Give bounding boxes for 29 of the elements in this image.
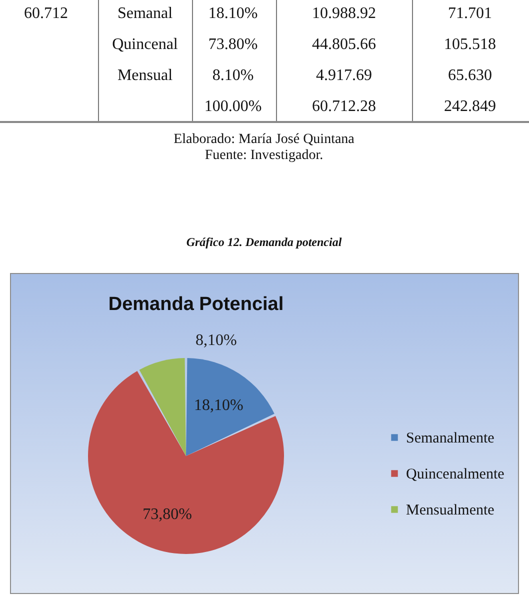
data-label: 8,10% (196, 332, 237, 349)
text: Mensual (117, 66, 173, 86)
pie-slice (139, 358, 186, 456)
text: 73.80% (208, 36, 258, 54)
text: 71.701 (448, 4, 492, 24)
text: 100.00% (204, 98, 262, 116)
pie-slice (88, 371, 284, 554)
legend-label: Mensualmente (406, 502, 495, 518)
text: 18.10% (208, 4, 258, 24)
text: 65.630 (448, 66, 492, 86)
text: Quincenal (112, 36, 178, 54)
text: Elaborado: María José Quintana (174, 132, 354, 148)
text: 242.849 (444, 98, 496, 116)
text: 60.712.28 (312, 98, 376, 116)
text: 60.712 (24, 4, 68, 24)
data-label: 18,10% (194, 396, 244, 414)
chart-title: Demanda Potencial (108, 294, 284, 315)
source-note: Fuente: Investigador. (204, 148, 324, 164)
legend-label: Quincenalmente (406, 466, 505, 482)
text: 8.10% (212, 66, 254, 86)
text: 105.518 (444, 36, 496, 54)
pie-slice (186, 358, 274, 456)
legend-label: Semanalmente (406, 430, 495, 446)
text: Semanal (117, 4, 173, 24)
text: 4.917.69 (316, 66, 372, 86)
text: 44.805.66 (312, 36, 376, 54)
text: 10.988.92 (312, 4, 376, 24)
text: Gráfico 12. Demanda potencial (186, 235, 342, 250)
data-label: 73,80% (142, 506, 192, 523)
